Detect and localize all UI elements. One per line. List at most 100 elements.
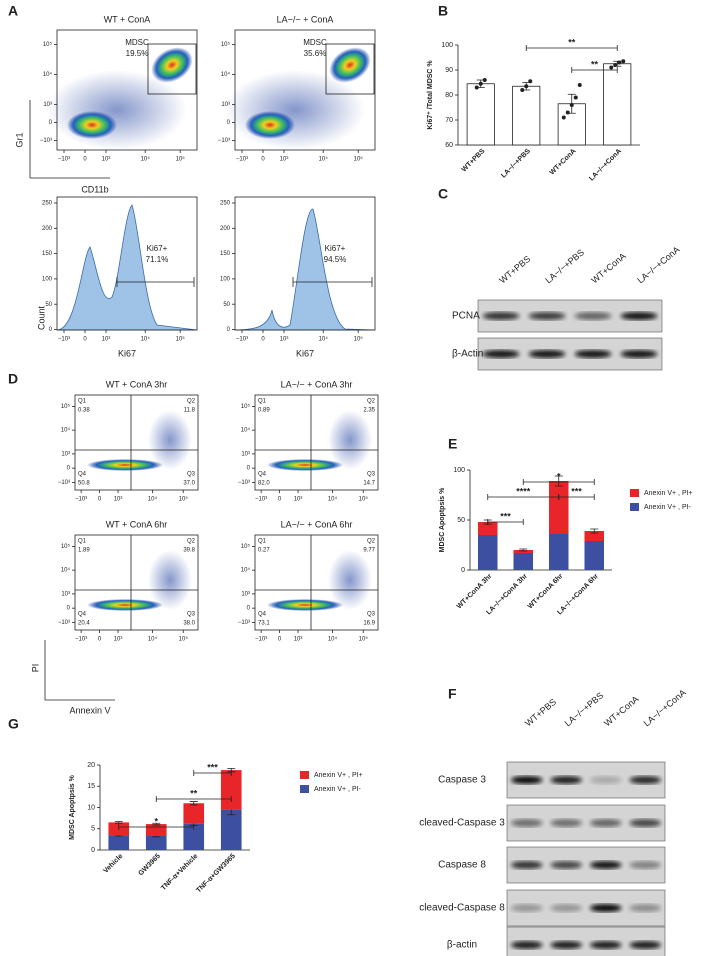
- significance-bracket: [558, 494, 595, 500]
- tick-label: 10³: [241, 591, 250, 597]
- plot-frame: [254, 394, 379, 491]
- lane-label: WT+PBS: [497, 254, 532, 286]
- gate-value: 94.5%: [324, 255, 347, 264]
- data-point: [561, 115, 566, 120]
- density-cloud: [87, 459, 163, 471]
- lane-label: LA−/−+ConA: [635, 244, 681, 285]
- blot-band: [629, 904, 662, 912]
- row-label: Caspase 3: [438, 775, 486, 786]
- data-point: [524, 84, 529, 89]
- tick-label: 10³: [102, 157, 111, 163]
- significance-label: *: [154, 816, 158, 826]
- panel-label: G: [8, 716, 19, 732]
- bar-segment: [477, 535, 498, 570]
- blot-band: [550, 776, 583, 784]
- blot-band: [550, 904, 583, 912]
- bar-segment: [183, 803, 205, 824]
- plot-frame: [74, 394, 199, 491]
- quadrant-value: 1.89: [78, 548, 90, 554]
- error-bar: [152, 822, 161, 826]
- blot-band: [510, 861, 543, 869]
- tick-label: 10⁵: [43, 41, 53, 48]
- legend-swatch: [630, 503, 639, 511]
- tick-label: 0: [49, 120, 53, 126]
- blot-band: [510, 904, 543, 912]
- gate: [147, 43, 197, 95]
- quadrant-name: Q3: [187, 612, 196, 618]
- y-axis-label: Ki67⁺ /Total MDSC %: [427, 60, 434, 130]
- tick-label: 0: [83, 157, 87, 163]
- gate-value: 71.1%: [146, 255, 169, 264]
- tick-label: 150: [42, 251, 53, 257]
- blot-band: [589, 776, 622, 784]
- tick-label: 10³: [43, 102, 52, 108]
- blot-band: [550, 819, 583, 827]
- quadrant-name: Q2: [367, 539, 376, 545]
- data-point: [577, 83, 582, 87]
- blot-band: [510, 819, 543, 827]
- tick-label: 10⁴: [148, 496, 158, 503]
- quadrant-name: Q1: [78, 539, 87, 545]
- gate: [325, 43, 375, 95]
- quadrant-value: 0.38: [78, 408, 90, 414]
- tick-label: 0: [83, 337, 87, 343]
- quadrant-value: 73.1: [258, 621, 270, 627]
- legend-swatch: [300, 771, 309, 779]
- bar-segment: [477, 522, 498, 535]
- quadrant-name: Q3: [187, 472, 196, 478]
- x-tick-label: LA−/−+PBS: [500, 148, 532, 180]
- x-tick-label: Vehicle: [102, 853, 124, 875]
- plot-frame: [234, 196, 376, 331]
- tick-label: 200: [42, 226, 53, 232]
- tick-label: 10³: [114, 637, 123, 643]
- x-tick-label: TNF-α+GW3965: [195, 853, 237, 895]
- gate-label: Ki67+: [325, 244, 346, 253]
- y-tick-label: 60: [445, 142, 453, 149]
- tick-label: 10³: [294, 497, 303, 503]
- axis-label: Gr1: [14, 132, 24, 147]
- gate-label: MDSC: [303, 38, 327, 47]
- x-tick-label: WT+ConA: [549, 148, 578, 177]
- tick-label: 0: [278, 497, 282, 503]
- quadrant-value: 0.27: [258, 548, 270, 554]
- density-cloud: [267, 459, 343, 471]
- tick-label: 0: [261, 157, 265, 163]
- tick-label: 0: [247, 606, 251, 612]
- tick-label: 10⁴: [61, 567, 71, 574]
- axis-label: Count: [36, 306, 46, 331]
- legend-label: Anexin V+ , PI+: [644, 490, 693, 497]
- tick-label: 10⁵: [241, 403, 251, 410]
- tick-label: −10³: [236, 157, 248, 163]
- quadrant-name: Q1: [258, 399, 267, 405]
- quadrant-value: 39.8: [183, 548, 195, 554]
- tick-label: −10³: [238, 480, 250, 486]
- y-tick-label: 100: [453, 467, 465, 474]
- tick-label: 10⁴: [241, 427, 251, 434]
- y-tick-label: 0: [91, 847, 95, 854]
- density-cloud: [329, 47, 371, 83]
- y-tick-label: 5: [91, 826, 95, 833]
- quadrant-value: 0.89: [258, 408, 270, 414]
- tick-label: 50: [45, 302, 52, 308]
- row-label: β-Actin: [452, 349, 483, 360]
- plot-title: LA−/− + ConA 6hr: [281, 519, 353, 529]
- y-tick-label: 100: [441, 42, 453, 49]
- panel-label: B: [438, 3, 448, 19]
- significance-label: **: [190, 788, 198, 798]
- tick-label: 100: [42, 276, 53, 282]
- row-label: cleaved-Caspase 3: [419, 818, 505, 829]
- x-tick-label: WT+ConA 6hr: [527, 573, 565, 611]
- significance-bracket: [571, 67, 618, 73]
- density-cloud: [328, 410, 372, 470]
- plot-title: WT + ConA 6hr: [106, 519, 168, 529]
- bar-segment: [220, 770, 242, 810]
- bar-segment: [220, 809, 242, 850]
- histogram: [234, 208, 376, 331]
- significance-bracket: [487, 519, 524, 525]
- blot-band: [550, 941, 583, 949]
- tick-label: 10³: [61, 451, 70, 457]
- gate-label: MDSC: [125, 38, 149, 47]
- density-cloud: [67, 111, 117, 139]
- quadrant-name: Q3: [367, 472, 376, 478]
- gate-value: 35.6%: [304, 49, 327, 58]
